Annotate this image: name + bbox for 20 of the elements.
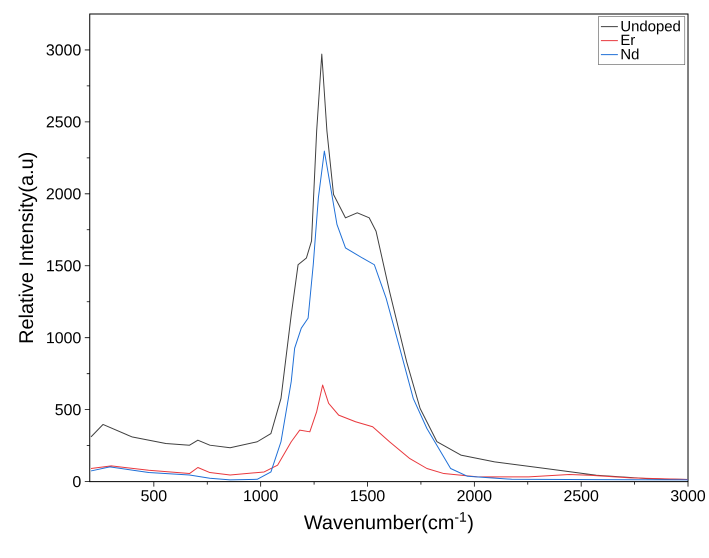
- y-tick-label: 2000: [46, 188, 81, 200]
- y-tick-label: 2500: [46, 116, 81, 128]
- y-tick-label: 0: [73, 476, 81, 488]
- line-series: [90, 384, 688, 480]
- x-tick-label: 3000: [670, 490, 706, 502]
- y-tick-label: 500: [55, 404, 81, 416]
- y-axis-title: Relative Intensity(a.u): [18, 152, 38, 342]
- legend-label: Nd: [622, 48, 638, 60]
- y-tick-label: 3000: [46, 44, 81, 56]
- x-axis-title: Wavenumber(cm$^{-1}$): [304, 512, 473, 534]
- x-tick-label: 1500: [351, 490, 385, 502]
- legend-label: Er: [622, 34, 635, 45]
- line-series: [90, 150, 688, 480]
- x-tick-label: 500: [141, 490, 166, 502]
- y-tick-label: 1500: [47, 260, 81, 272]
- legend-label: Undoped: [622, 20, 680, 34]
- x-tick-label: 2000: [457, 490, 492, 502]
- x-tick-label: 2500: [564, 490, 598, 502]
- x-tick-label: 1000: [244, 490, 278, 502]
- y-tick-label: 1000: [47, 332, 81, 344]
